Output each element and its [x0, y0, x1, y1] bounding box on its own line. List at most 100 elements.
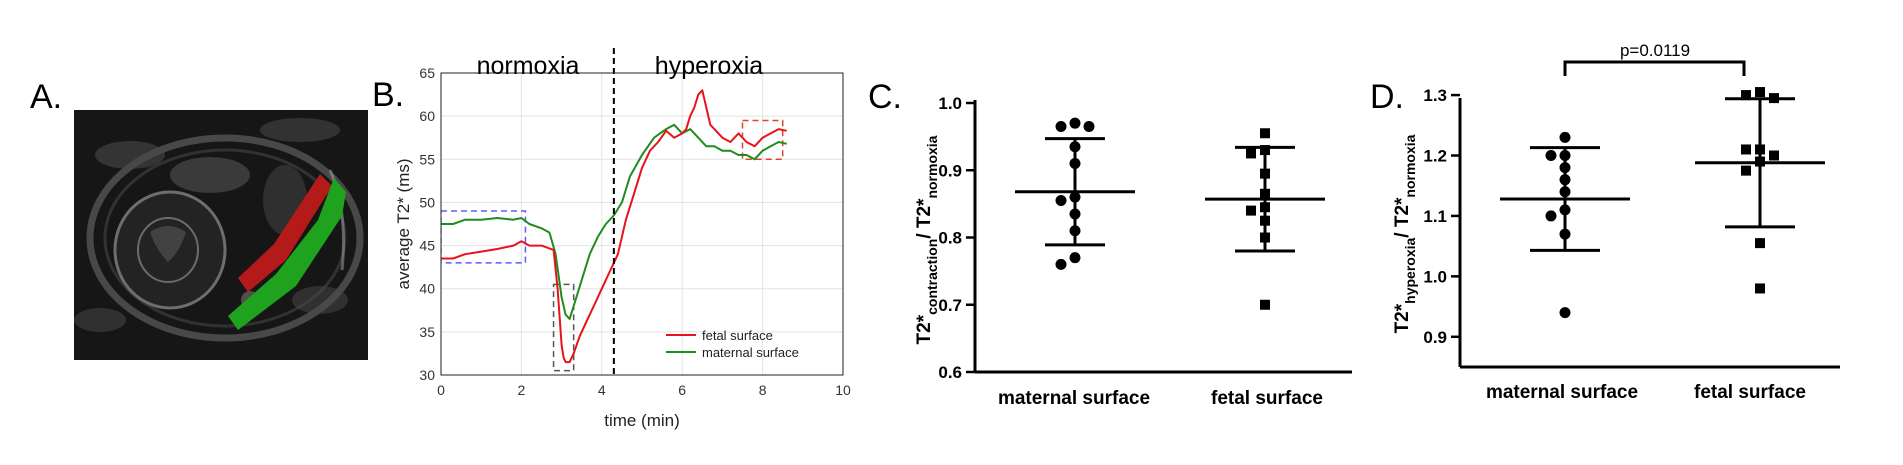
panel-b: B. 0 2 4 6 8 10 30 35 40 45 50 55 60 65 time (min) av… [372, 48, 851, 430]
y-ticks: 0.6 0.7 0.8 0.9 1.0 [938, 94, 975, 382]
data-point [1559, 150, 1571, 162]
data-point [1069, 117, 1081, 129]
data-point [1260, 188, 1270, 199]
data-point [1559, 204, 1571, 216]
data-point [1559, 174, 1571, 186]
series-lines [441, 89, 787, 364]
panel-c-label: C. [868, 78, 902, 116]
data-point [1069, 141, 1081, 153]
data-point [1069, 252, 1081, 264]
x-tick-label: 0 [437, 382, 445, 398]
highlight-box [552, 283, 575, 372]
data-point [1069, 225, 1081, 237]
data-point [1055, 258, 1067, 270]
series-line-fetal-surface [441, 89, 787, 364]
data-point [1559, 228, 1571, 240]
data-point [1260, 202, 1270, 213]
data-point [1755, 144, 1765, 155]
category-label-fetal: fetal surface [1211, 388, 1323, 409]
y-tick-label: 1.1 [1423, 207, 1447, 226]
y-axis-label: average T2* (ms) [394, 158, 413, 289]
data-point [1741, 90, 1751, 101]
category-label-maternal: maternal surface [998, 388, 1150, 409]
data-point [1559, 186, 1571, 198]
maternal-surface-segmentation [228, 178, 346, 330]
data-point [1055, 195, 1067, 207]
significance-bracket [1563, 60, 1746, 76]
data-point [1769, 150, 1779, 161]
tick-labels: 0 2 4 6 8 10 30 35 40 45 50 55 60 65 [419, 65, 851, 398]
y-ticks: 0.9 1.0 1.1 1.2 1.3 [1423, 86, 1460, 347]
data-point [1069, 191, 1081, 203]
data-point [1260, 145, 1270, 156]
data-point [1545, 150, 1557, 162]
data-point [1260, 128, 1270, 139]
y-tick-label: 30 [419, 367, 435, 383]
y-tick-label: 40 [419, 281, 435, 297]
data-point [1741, 165, 1751, 176]
data-point [1055, 121, 1067, 133]
category-label-maternal: maternal surface [1486, 382, 1638, 403]
y-tick-label: 50 [419, 194, 435, 210]
panel-a-label: A. [30, 78, 62, 116]
y-tick-label: 0.8 [938, 229, 962, 248]
highlight-box [741, 119, 784, 161]
y-axis-label: T2*contraction/ T2*normoxia [914, 135, 940, 344]
panel-a: A. [30, 78, 368, 360]
data-point [1755, 87, 1765, 98]
y-tick-label: 65 [419, 65, 435, 81]
x-tick-label: 2 [518, 382, 526, 398]
data-point [1069, 208, 1081, 220]
y-tick-label: 1.3 [1423, 86, 1447, 105]
legend-label-fetal: fetal surface [702, 328, 773, 343]
plot-area [441, 73, 843, 375]
data-point [1559, 307, 1571, 319]
y-tick-label: 0.7 [938, 296, 962, 315]
x-tick-label: 4 [598, 382, 606, 398]
x-axis-label: time (min) [604, 411, 680, 430]
data-point [1260, 299, 1270, 310]
panel-b-label: B. [372, 76, 404, 114]
data-point [1741, 144, 1751, 155]
data-point [1545, 210, 1557, 222]
data-point [1260, 168, 1270, 179]
y-tick-label: 35 [419, 324, 435, 340]
data-point [1559, 131, 1571, 143]
phase-label-normoxia: normoxia [477, 52, 580, 80]
highlight-boxes [441, 119, 784, 372]
x-tick-label: 8 [759, 382, 767, 398]
data-point [1755, 238, 1765, 249]
data-point [1559, 162, 1571, 174]
y-tick-label: 0.9 [1423, 328, 1447, 347]
category-label-fetal: fetal surface [1694, 382, 1806, 403]
data-marks [1015, 117, 1325, 310]
panel-c: C. 0.6 0.7 0.8 0.9 1.0 maternal surface feta… [868, 78, 1352, 409]
highlight-box [441, 210, 527, 264]
legend-label-maternal: maternal surface [702, 345, 799, 360]
panel-d-label: D. [1370, 78, 1404, 116]
panel-d: D. 0.9 1.0 1.1 1.2 1.3 p=0.0119 maternal sur… [1370, 41, 1840, 403]
data-point [1260, 232, 1270, 243]
x-tick-label: 10 [835, 382, 851, 398]
data-point [1246, 148, 1256, 159]
phase-label-hyperoxia: hyperoxia [655, 52, 763, 80]
data-point [1083, 121, 1095, 133]
y-tick-label: 0.6 [938, 363, 962, 382]
y-tick-label: 55 [419, 151, 435, 167]
y-tick-label: 60 [419, 108, 435, 124]
data-point [1769, 93, 1779, 104]
x-tick-label: 6 [678, 382, 686, 398]
data-point [1755, 283, 1765, 294]
y-tick-label: 0.9 [938, 161, 962, 180]
legend: fetal surface maternal surface [666, 328, 799, 360]
axes-box [440, 72, 844, 376]
y-tick-label: 45 [419, 238, 435, 254]
fetal-surface-segmentation [238, 174, 332, 292]
y-tick-label: 1.0 [938, 94, 962, 113]
y-tick-label: 1.2 [1423, 147, 1447, 166]
data-point [1755, 156, 1765, 167]
y-axis-label: T2*hyperoxia/ T2*normoxia [1392, 134, 1418, 333]
data-point [1069, 158, 1081, 170]
series-line-maternal-surface [441, 123, 787, 320]
